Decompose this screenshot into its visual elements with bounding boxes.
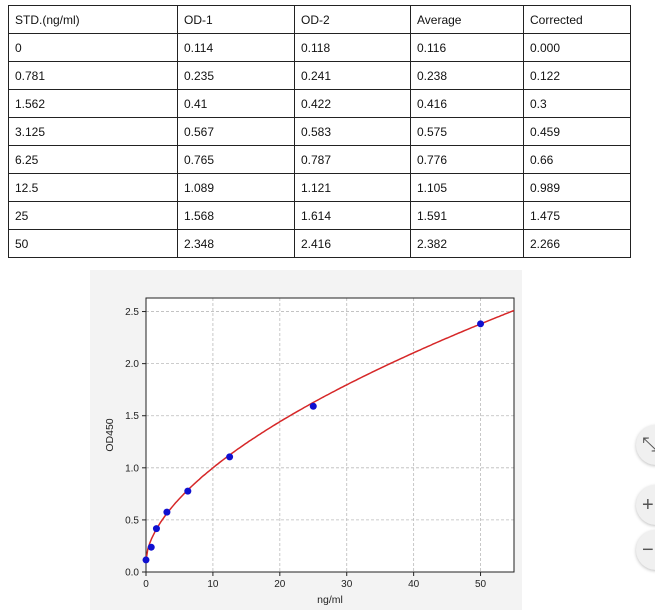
table-cell: 0.3 bbox=[523, 89, 631, 118]
table-cell: 0.235 bbox=[177, 61, 295, 90]
table-row: 3.125 0.567 0.583 0.575 0.459 bbox=[8, 117, 631, 146]
standards-table: STD.(ng/ml) OD-1 OD-2 Average Corrected 0 0.11… bbox=[8, 5, 631, 258]
collapse-icon: ⤡ bbox=[642, 434, 655, 456]
table-cell: Average bbox=[410, 5, 524, 34]
table-cell: 1.089 bbox=[177, 173, 295, 202]
x-tick-label: 30 bbox=[341, 579, 353, 590]
table-cell: 3.125 bbox=[8, 117, 178, 146]
zoom-in-button[interactable]: + bbox=[636, 485, 655, 525]
table-row: 0.781 0.235 0.241 0.238 0.122 bbox=[8, 61, 631, 90]
table-header-row: STD.(ng/ml) OD-1 OD-2 Average Corrected bbox=[8, 5, 631, 34]
table-cell: 0.575 bbox=[410, 117, 524, 146]
data-point bbox=[142, 556, 150, 564]
table-cell: 0 bbox=[8, 33, 178, 62]
table-cell: 0.114 bbox=[177, 33, 295, 62]
table-row: 6.25 0.765 0.787 0.776 0.66 bbox=[8, 145, 631, 174]
table-cell: 0.416 bbox=[410, 89, 524, 118]
table-cell: 0.000 bbox=[523, 33, 631, 62]
table-row: 1.562 0.41 0.422 0.416 0.3 bbox=[8, 89, 631, 118]
y-tick-label: 1.5 bbox=[125, 411, 139, 422]
table-cell: OD-1 bbox=[177, 5, 295, 34]
zoom-in-icon: + bbox=[642, 494, 654, 516]
table-cell: 6.25 bbox=[8, 145, 178, 174]
table-cell: 0.116 bbox=[410, 33, 524, 62]
table-cell: 1.121 bbox=[294, 173, 411, 202]
y-tick-label: 1.0 bbox=[125, 463, 139, 474]
table-cell: 0.66 bbox=[523, 145, 631, 174]
y-tick-label: 2.0 bbox=[125, 359, 139, 370]
table-cell: 0.989 bbox=[523, 173, 631, 202]
zoom-out-icon: − bbox=[642, 539, 654, 561]
y-tick-label: 0.5 bbox=[125, 515, 139, 526]
table-cell: 1.105 bbox=[410, 173, 524, 202]
table-cell: 1.591 bbox=[410, 201, 524, 230]
data-point bbox=[309, 402, 317, 410]
table-cell: 0.583 bbox=[294, 117, 411, 146]
standard-curve-chart: 0 10 20 30 40 50 0.0 0.5 1.0 1.5 2.0 2.5 ng/ml OD450 bbox=[104, 297, 515, 606]
table-cell: 0.238 bbox=[410, 61, 524, 90]
table-cell: 1.475 bbox=[523, 201, 631, 230]
y-tick-label: 0.0 bbox=[125, 568, 139, 579]
table-cell: 25 bbox=[8, 201, 178, 230]
y-axis-label: OD450 bbox=[104, 418, 116, 451]
collapse-button[interactable]: ⤡ bbox=[636, 425, 655, 465]
table-cell: 2.416 bbox=[294, 229, 411, 258]
data-point bbox=[226, 453, 234, 461]
fit-curve bbox=[145, 309, 515, 561]
table-row: 50 2.348 2.416 2.382 2.266 bbox=[8, 229, 631, 258]
table-row: 0 0.114 0.118 0.116 0.000 bbox=[8, 33, 631, 62]
data-point bbox=[477, 320, 485, 328]
table-cell: 50 bbox=[8, 229, 178, 258]
table-cell: 2.348 bbox=[177, 229, 295, 258]
table-cell: 2.382 bbox=[410, 229, 524, 258]
table-cell: 0.459 bbox=[523, 117, 631, 146]
table-cell: 0.241 bbox=[294, 61, 411, 90]
table-cell: 2.266 bbox=[523, 229, 631, 258]
table-cell: 0.122 bbox=[523, 61, 631, 90]
table-row: 25 1.568 1.614 1.591 1.475 bbox=[8, 201, 631, 230]
table-cell: Corrected bbox=[523, 5, 631, 34]
data-point bbox=[152, 525, 160, 533]
table-row: 12.5 1.089 1.121 1.105 0.989 bbox=[8, 173, 631, 202]
x-axis-label: ng/ml bbox=[317, 594, 343, 606]
plot-area bbox=[146, 298, 514, 572]
table-cell: 1.568 bbox=[177, 201, 295, 230]
data-point bbox=[184, 487, 192, 495]
table-cell: 0.776 bbox=[410, 145, 524, 174]
table-cell: 1.614 bbox=[294, 201, 411, 230]
plot-frame bbox=[145, 297, 515, 573]
table-cell: 12.5 bbox=[8, 173, 178, 202]
table-cell: 0.765 bbox=[177, 145, 295, 174]
standard-curve-figure: 0 10 20 30 40 50 0.0 0.5 1.0 1.5 2.0 2.5 ng/ml OD450 bbox=[90, 270, 522, 610]
table-cell: 0.567 bbox=[177, 117, 295, 146]
table-cell: 0.41 bbox=[177, 89, 295, 118]
x-tick-label: 40 bbox=[408, 579, 420, 590]
table-cell: 0.781 bbox=[8, 61, 178, 90]
x-tick-label: 20 bbox=[274, 579, 286, 590]
y-tick-label: 2.5 bbox=[125, 307, 139, 318]
x-tick-label: 0 bbox=[143, 579, 149, 590]
zoom-out-button[interactable]: − bbox=[636, 530, 655, 570]
table-cell: 0.422 bbox=[294, 89, 411, 118]
table-cell: 1.562 bbox=[8, 89, 178, 118]
table-cell: STD.(ng/ml) bbox=[8, 5, 178, 34]
x-tick-label: 10 bbox=[207, 579, 219, 590]
table-cell: OD-2 bbox=[294, 5, 411, 34]
x-tick-label: 50 bbox=[475, 579, 487, 590]
table-cell: 0.787 bbox=[294, 145, 411, 174]
data-point bbox=[163, 508, 171, 516]
data-point bbox=[147, 543, 155, 551]
table-cell: 0.118 bbox=[294, 33, 411, 62]
